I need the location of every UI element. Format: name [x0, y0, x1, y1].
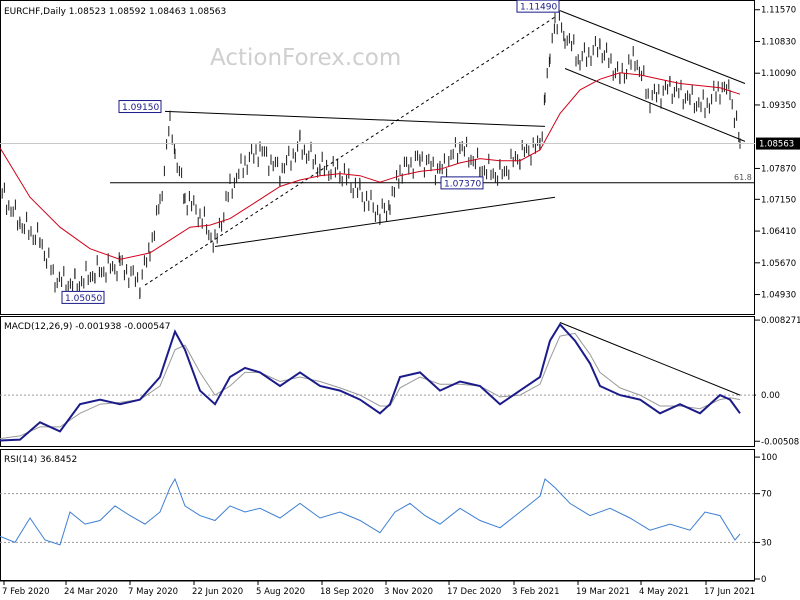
annotation-label: 1.11490 — [520, 3, 557, 13]
time-tick-label: 3 Nov 2020 — [384, 587, 433, 597]
macd-last-box — [756, 389, 800, 402]
rsi-panel: RSI(14) 36.8452 100 70 30 0 — [0, 449, 777, 585]
trend-line — [164, 110, 546, 127]
trend-line — [214, 196, 556, 247]
macd-series: 0.00 — [0, 322, 800, 442]
price-annotations: 1.11490 1.09150 1.07370 1.05050 — [61, 0, 560, 304]
price-tick-label: 1.10090 — [761, 69, 796, 79]
fib-label: 61.8 — [734, 173, 752, 182]
trend-line — [559, 10, 746, 84]
annotation-box — [516, 0, 560, 13]
moving-average-line — [0, 72, 741, 260]
macd-panel-border — [0, 316, 755, 447]
last-price-label: 1.08563 — [759, 140, 794, 150]
price-tick-label: 1.05670 — [761, 259, 796, 269]
annotation-label: 1.07370 — [444, 179, 481, 189]
time-tick-label: 7 Feb 2020 — [2, 587, 50, 597]
time-tick-label: 24 Mar 2020 — [64, 587, 118, 597]
time-tick-label: 5 Aug 2020 — [256, 587, 305, 597]
macd-panel-title: MACD(12,26,9) -0.001938 -0.000547 — [4, 322, 170, 332]
price-tick-label: 1.04930 — [761, 291, 796, 301]
rsi-axis-ticks: 100 70 30 0 — [755, 453, 777, 585]
price-panel: EURCHF,Daily 1.08523 1.08592 1.08463 1.0… — [0, 0, 800, 315]
fib-retracement: 61.8 — [110, 173, 755, 184]
rsi-tick-label: 0 — [761, 575, 766, 585]
price-series — [0, 10, 741, 300]
annotation-label: 1.05050 — [65, 294, 102, 304]
price-tick-label: 1.07150 — [761, 195, 796, 205]
rsi-line — [0, 477, 741, 546]
macd-axis-ticks: 0.008271 0.00 -0.005087 — [755, 316, 800, 447]
price-tick-label: 1.09350 — [761, 101, 796, 111]
price-tick-label: 1.10830 — [761, 37, 796, 47]
price-axis-ticks: 1.11570 1.10830 1.10090 1.09350 1.07870 1.071… — [755, 6, 796, 301]
trend-line — [564, 68, 746, 142]
macd-line — [0, 322, 741, 442]
last-price-box — [756, 137, 800, 150]
rsi-tick-label: 70 — [761, 490, 772, 500]
time-tick-label: 19 Mar 2021 — [576, 587, 630, 597]
price-tick-label: 1.07870 — [761, 164, 796, 174]
time-tick-label: 18 Sep 2020 — [320, 587, 374, 597]
watermark: ActionForex.com — [210, 45, 401, 71]
macd-last-label: 0.00 — [761, 391, 780, 401]
annotation-box — [440, 176, 484, 190]
macd-panel: MACD(12,26,9) -0.001938 -0.000547 0.0082… — [0, 316, 800, 447]
rsi-panel-border — [0, 449, 755, 581]
price-panel-border — [0, 0, 755, 315]
macd-trend-line — [559, 322, 741, 396]
rsi-panel-title: RSI(14) 36.8452 — [4, 455, 77, 465]
time-tick-label: 17 Jun 2021 — [704, 587, 755, 597]
price-panel-title: EURCHF,Daily 1.08523 1.08592 1.08463 1.0… — [4, 7, 226, 17]
last-price-marker: 1.08563 — [0, 137, 800, 150]
rsi-tick-label: 30 — [761, 538, 772, 548]
rsi-tick-label: 100 — [761, 453, 777, 463]
trend-line — [144, 16, 556, 286]
time-axis: 7 Feb 2020 24 Mar 2020 7 May 2020 22 Jun 20… — [0, 580, 755, 597]
rsi-series — [0, 477, 755, 546]
time-tick-label: 17 Dec 2020 — [447, 587, 501, 597]
price-tick-label: 1.06410 — [761, 227, 796, 237]
time-tick-label: 22 Jun 2020 — [192, 587, 243, 597]
price-trend-lines — [144, 10, 746, 286]
annotation-box — [118, 100, 162, 114]
macd-tick-label: 0.008271 — [761, 316, 800, 326]
time-tick-label: 3 Feb 2021 — [512, 587, 560, 597]
annotation-box — [61, 290, 105, 304]
time-tick-label: 4 May 2021 — [639, 587, 689, 597]
annotation-label: 1.09150 — [122, 103, 159, 113]
macd-tick-label: -0.005087 — [761, 437, 800, 447]
time-tick-label: 7 May 2020 — [128, 587, 178, 597]
price-tick-label: 1.11570 — [761, 6, 796, 16]
